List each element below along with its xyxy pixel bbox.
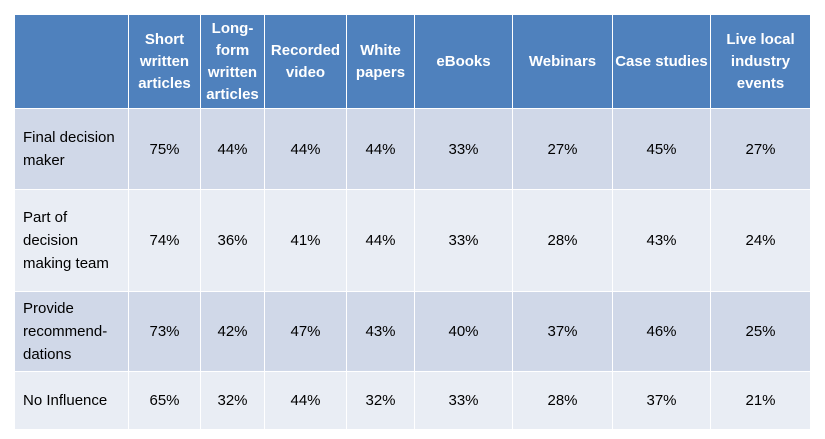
cell: 33%: [414, 189, 513, 292]
cell: 28%: [512, 371, 613, 430]
cell: 44%: [264, 108, 347, 190]
row-label: No Influence: [14, 371, 129, 430]
cell: 28%: [512, 189, 613, 292]
cell: 65%: [128, 371, 201, 430]
cell: 44%: [264, 371, 347, 430]
cell: 33%: [414, 371, 513, 430]
cell: 43%: [346, 291, 415, 372]
cell: 27%: [710, 108, 811, 190]
cell: 24%: [710, 189, 811, 292]
cell: 33%: [414, 108, 513, 190]
cell: 45%: [612, 108, 711, 190]
cell: 42%: [200, 291, 265, 372]
cell: 73%: [128, 291, 201, 372]
table-row: Provide recommend-dations 73% 42% 47% 43% 40%…: [14, 291, 811, 372]
column-header: White papers: [346, 14, 415, 109]
column-header: Short written articles: [128, 14, 201, 109]
table-row: No Influence 65% 32% 44% 32% 33% 28% 37% 21%: [14, 371, 811, 430]
data-table: Short written articles Long-form written …: [14, 14, 811, 430]
cell: 47%: [264, 291, 347, 372]
cell: 36%: [200, 189, 265, 292]
column-header: Case studies: [612, 14, 711, 109]
cell: 43%: [612, 189, 711, 292]
cell: 37%: [612, 371, 711, 430]
column-header: Long-form written articles: [200, 14, 265, 109]
cell: 32%: [346, 371, 415, 430]
cell: 74%: [128, 189, 201, 292]
row-label: Part of decision making team: [14, 189, 129, 292]
cell: 40%: [414, 291, 513, 372]
cell: 46%: [612, 291, 711, 372]
cell: 44%: [200, 108, 265, 190]
table-body: Final decision maker 75% 44% 44% 44% 33% 27% 45…: [14, 108, 811, 430]
table-row: Final decision maker 75% 44% 44% 44% 33% 27% 45…: [14, 108, 811, 190]
cell: 21%: [710, 371, 811, 430]
column-header: Live local industry events: [710, 14, 811, 109]
row-label: Provide recommend-dations: [14, 291, 129, 372]
cell: 41%: [264, 189, 347, 292]
column-header: Webinars: [512, 14, 613, 109]
cell: 44%: [346, 189, 415, 292]
column-header: Recorded video: [264, 14, 347, 109]
row-label: Final decision maker: [14, 108, 129, 190]
cell: 25%: [710, 291, 811, 372]
header-row: Short written articles Long-form written …: [14, 14, 811, 109]
cell: 44%: [346, 108, 415, 190]
corner-cell: [14, 14, 129, 109]
cell: 27%: [512, 108, 613, 190]
cell: 75%: [128, 108, 201, 190]
cell: 32%: [200, 371, 265, 430]
cell: 37%: [512, 291, 613, 372]
table-row: Part of decision making team 74% 36% 41% 44%…: [14, 189, 811, 292]
column-header: eBooks: [414, 14, 513, 109]
